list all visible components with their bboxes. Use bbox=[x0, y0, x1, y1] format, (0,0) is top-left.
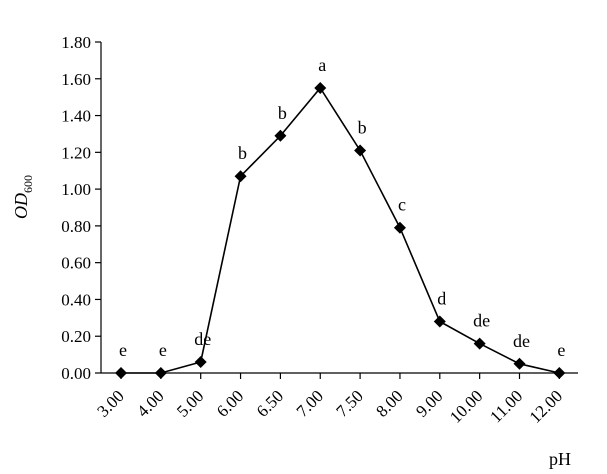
y-tick-label: 1.60 bbox=[61, 70, 91, 89]
series bbox=[115, 81, 566, 379]
data-point-marker bbox=[115, 367, 127, 379]
data-label: b bbox=[238, 143, 247, 163]
x-tick-label: 8.00 bbox=[372, 386, 406, 420]
y-tick-label: 1.20 bbox=[61, 143, 91, 162]
data-point-marker bbox=[354, 144, 367, 157]
y-axis-ticks: 0.00 0.20 0.40 0.60 0.80 1.00 1.20 1.40 1.60 1.80 bbox=[61, 33, 101, 383]
x-tick-label: 5.00 bbox=[173, 386, 207, 420]
data-label: de bbox=[473, 311, 490, 331]
axes bbox=[100, 42, 578, 374]
x-axis-ticks: 3.00 4.00 5.00 6.00 6.50 7.00 7.50 8.00 9.00 10.0… bbox=[93, 373, 566, 427]
data-label: a bbox=[318, 55, 326, 75]
data-label: de bbox=[194, 329, 211, 349]
data-point-marker bbox=[393, 221, 406, 234]
x-tick-label: 6.50 bbox=[253, 386, 287, 420]
x-tick-label: 10.00 bbox=[446, 386, 486, 426]
series-line bbox=[121, 86, 560, 374]
y-tick-label: 0.60 bbox=[61, 254, 91, 273]
data-point-marker bbox=[234, 170, 247, 183]
y-axis-title: OD600 bbox=[11, 175, 35, 219]
data-point-marker bbox=[274, 129, 287, 142]
y-tick-label: 1.40 bbox=[61, 107, 91, 126]
data-label: c bbox=[398, 195, 406, 215]
data-labels: e e de b b a b c d de de e bbox=[119, 55, 565, 360]
x-tick-label: 11.00 bbox=[486, 386, 526, 426]
x-tick-label: 7.00 bbox=[293, 386, 327, 420]
data-point-marker bbox=[513, 357, 526, 370]
x-tick-label: 9.00 bbox=[412, 386, 446, 420]
data-point-marker bbox=[314, 81, 327, 94]
data-point-marker bbox=[194, 355, 207, 368]
data-label: e bbox=[119, 340, 127, 360]
data-point-marker bbox=[433, 315, 446, 328]
x-tick-label: 4.00 bbox=[133, 386, 167, 420]
data-point-marker bbox=[553, 367, 566, 379]
data-point-marker bbox=[473, 337, 486, 350]
data-label: b bbox=[358, 117, 367, 137]
y-tick-label: 0.00 bbox=[61, 364, 91, 383]
y-tick-label: 1.80 bbox=[61, 33, 91, 52]
y-tick-label: 1.00 bbox=[61, 180, 91, 199]
y-tick-label: 0.80 bbox=[61, 217, 91, 236]
x-tick-label: 12.00 bbox=[526, 386, 566, 426]
data-label: d bbox=[437, 289, 446, 309]
data-label: de bbox=[513, 331, 530, 351]
x-tick-label: 7.50 bbox=[332, 386, 366, 420]
y-tick-label: 0.40 bbox=[61, 290, 91, 309]
data-label: e bbox=[557, 340, 565, 360]
data-label: b bbox=[278, 103, 287, 123]
x-axis-title: pH bbox=[549, 449, 571, 469]
data-point-marker bbox=[154, 367, 167, 379]
y-tick-label: 0.20 bbox=[61, 327, 91, 346]
x-tick-label: 3.00 bbox=[93, 386, 127, 420]
data-label: e bbox=[159, 340, 167, 360]
x-tick-label: 6.00 bbox=[213, 386, 247, 420]
